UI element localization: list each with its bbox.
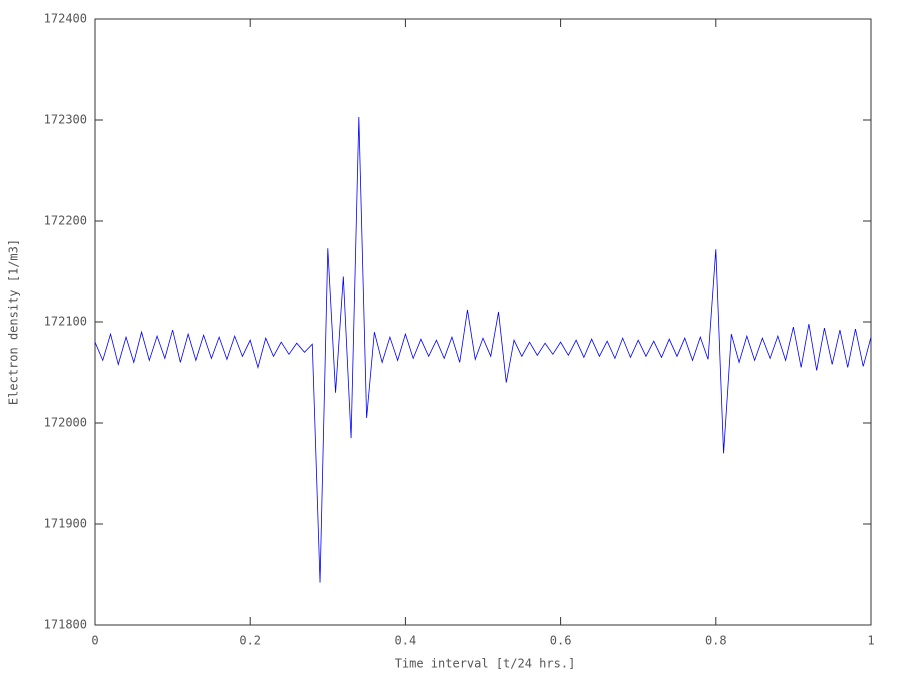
y-tick-label: 171900 bbox=[44, 517, 87, 531]
y-tick-label: 172000 bbox=[44, 416, 87, 430]
y-tick-label: 172100 bbox=[44, 315, 87, 329]
plot-frame bbox=[94, 18, 872, 626]
y-axis-label: Electron density [1/m3] bbox=[7, 239, 21, 405]
x-tick-label: 0.6 bbox=[550, 634, 572, 648]
x-tick-label: 1 bbox=[867, 634, 874, 648]
y-tick-label: 172200 bbox=[44, 214, 87, 228]
x-tick-label: 0.2 bbox=[239, 634, 261, 648]
x-axis-label: Time interval [t/24 hrs.] bbox=[395, 657, 576, 671]
x-tick-label: 0 bbox=[91, 634, 98, 648]
x-tick-label: 0.4 bbox=[395, 634, 417, 648]
data-line bbox=[94, 116, 872, 583]
y-tick-label: 171800 bbox=[44, 618, 87, 632]
y-tick-label: 172400 bbox=[44, 12, 87, 26]
x-tick-label: 0.8 bbox=[705, 634, 727, 648]
y-tick-label: 172300 bbox=[44, 113, 87, 127]
